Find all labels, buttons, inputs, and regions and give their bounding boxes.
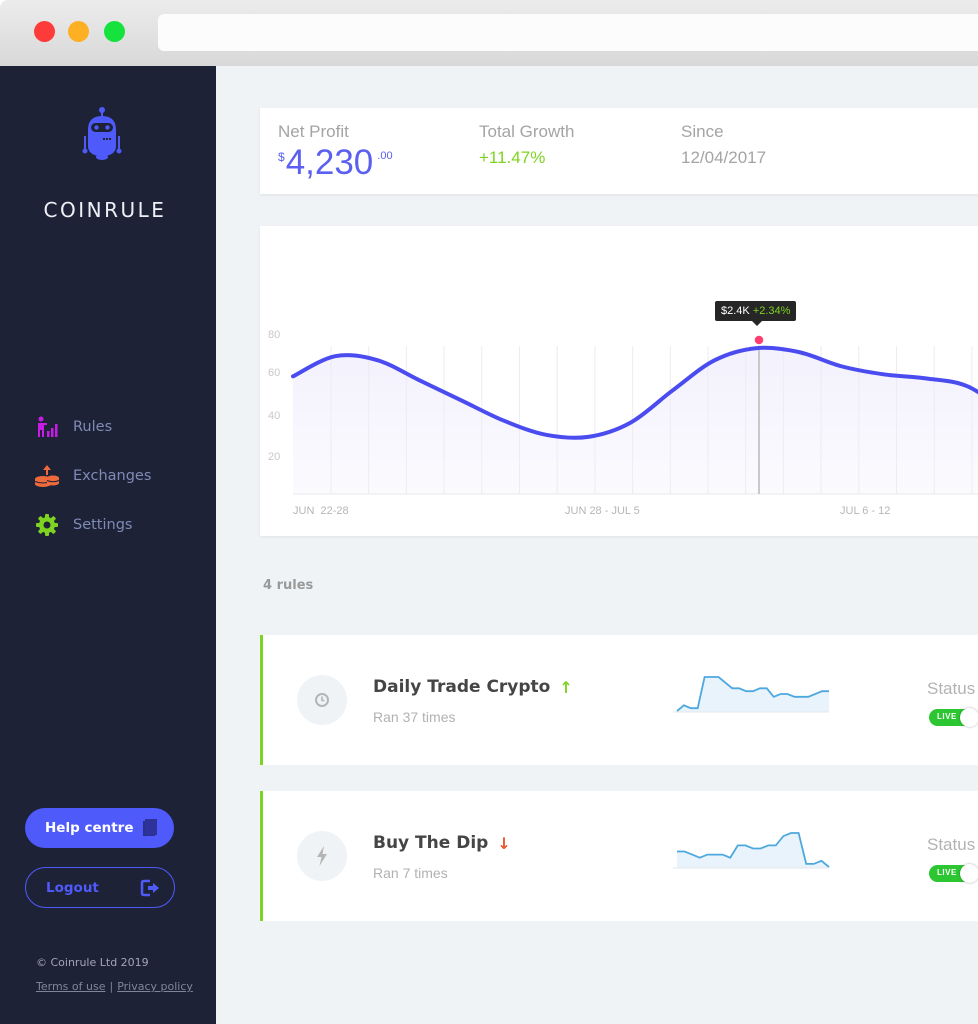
rule-run-count: Ran 7 times (373, 865, 448, 881)
profit-chart: 80 60 40 20 JUN 22-28 JUN 28 - JUL 5 JUL… (260, 226, 978, 536)
separator: | (109, 980, 114, 993)
since-label: Since (681, 122, 724, 141)
help-centre-button[interactable]: Help centre (25, 808, 174, 848)
live-toggle[interactable]: LIVE (929, 864, 978, 883)
net-profit-label: Net Profit (278, 122, 349, 141)
net-profit-stat: Net Profit $ 4,230 .00 (278, 122, 393, 182)
total-growth-value: +11.47% (479, 148, 546, 167)
legal-links: Terms of use | Privacy policy (36, 980, 193, 993)
y-tick: 80 (268, 329, 281, 341)
rules-count: 4 rules (263, 578, 314, 593)
rule-card[interactable]: Buy The Dip ↓ Ran 7 times Status LIVE (260, 791, 978, 921)
logout-icon (140, 879, 159, 896)
logout-button[interactable]: Logout (25, 867, 175, 908)
stats-card: Net Profit $ 4,230 .00 Total Growth +11.… (260, 108, 978, 194)
since-value: 12/04/2017 (681, 148, 767, 167)
brand-name: COINRULE (43, 198, 167, 222)
since-stat: Since 12/04/2017 (681, 122, 766, 168)
privacy-policy-link[interactable]: Privacy policy (117, 980, 193, 993)
browser-chrome (0, 0, 978, 66)
sidebar-item-rules[interactable]: Rules (34, 402, 151, 451)
sidebar-item-label: Settings (73, 516, 133, 533)
net-profit-value: $ 4,230 .00 (278, 144, 393, 182)
tooltip-change: +2.34% (752, 305, 791, 317)
chart-tooltip: $2.4K +2.34% (715, 301, 797, 326)
book-icon (143, 819, 157, 836)
toggle-knob (960, 864, 978, 883)
copyright-text: © Coinrule Ltd 2019 (36, 956, 149, 969)
y-tick: 20 (268, 451, 281, 463)
rule-sparkline (673, 832, 830, 869)
address-bar[interactable] (158, 14, 978, 51)
main-content: Net Profit $ 4,230 .00 Total Growth +11.… (216, 66, 978, 1024)
sidebar-item-settings[interactable]: Settings (34, 500, 151, 549)
close-window-button[interactable] (34, 21, 55, 42)
rule-title[interactable]: Daily Trade Crypto ↑ (373, 677, 573, 697)
gear-icon (34, 512, 60, 538)
status-label: Status (927, 835, 976, 854)
maximize-window-button[interactable] (104, 21, 125, 42)
toggle-label: LIVE (937, 868, 957, 877)
highlight-point[interactable] (753, 334, 765, 346)
y-tick: 40 (268, 410, 281, 422)
sidebar-item-label: Rules (73, 418, 113, 435)
robot-icon (82, 107, 122, 160)
sidebar-item-label: Exchanges (73, 467, 152, 484)
live-toggle[interactable]: LIVE (929, 708, 978, 727)
profit-integer: 4,230 (285, 143, 374, 182)
terms-of-use-link[interactable]: Terms of use (36, 980, 106, 993)
arrow-up-icon: ↑ (559, 677, 573, 697)
profit-decimal: .00 (377, 150, 393, 162)
clock-icon (297, 675, 347, 725)
logout-label: Logout (46, 879, 99, 896)
line-chart (291, 334, 978, 495)
x-tick: JUL 6 - 12 (840, 505, 891, 517)
status-label: Status (927, 679, 976, 698)
rule-run-count: Ran 37 times (373, 709, 456, 725)
rule-card[interactable]: Daily Trade Crypto ↑ Ran 37 times Status… (260, 635, 978, 765)
coins-exchange-icon (34, 463, 60, 489)
lightning-icon (297, 831, 347, 881)
sidebar: COINRULE Rules (0, 66, 216, 1024)
total-growth-label: Total Growth (479, 122, 575, 141)
sidebar-item-exchanges[interactable]: Exchanges (34, 451, 151, 500)
arrow-down-icon: ↓ (497, 833, 511, 853)
tooltip-value: $2.4K (721, 305, 750, 317)
minimize-window-button[interactable] (68, 21, 89, 42)
rule-title-text: Buy The Dip (373, 833, 489, 853)
toggle-label: LIVE (937, 712, 957, 721)
rule-title-text: Daily Trade Crypto (373, 677, 551, 697)
total-growth-stat: Total Growth +11.47% (479, 122, 574, 168)
rule-title[interactable]: Buy The Dip ↓ (373, 833, 511, 853)
x-tick: JUN 22-28 (293, 505, 349, 517)
toggle-knob (960, 708, 978, 727)
sidebar-nav: Rules Exchanges (34, 402, 151, 549)
rule-sparkline (673, 676, 829, 713)
x-tick: JUN 28 - JUL 5 (565, 505, 640, 517)
help-centre-label: Help centre (45, 820, 134, 836)
y-tick: 60 (268, 367, 281, 379)
rules-chart-icon (34, 414, 60, 440)
currency-symbol: $ (278, 150, 285, 164)
